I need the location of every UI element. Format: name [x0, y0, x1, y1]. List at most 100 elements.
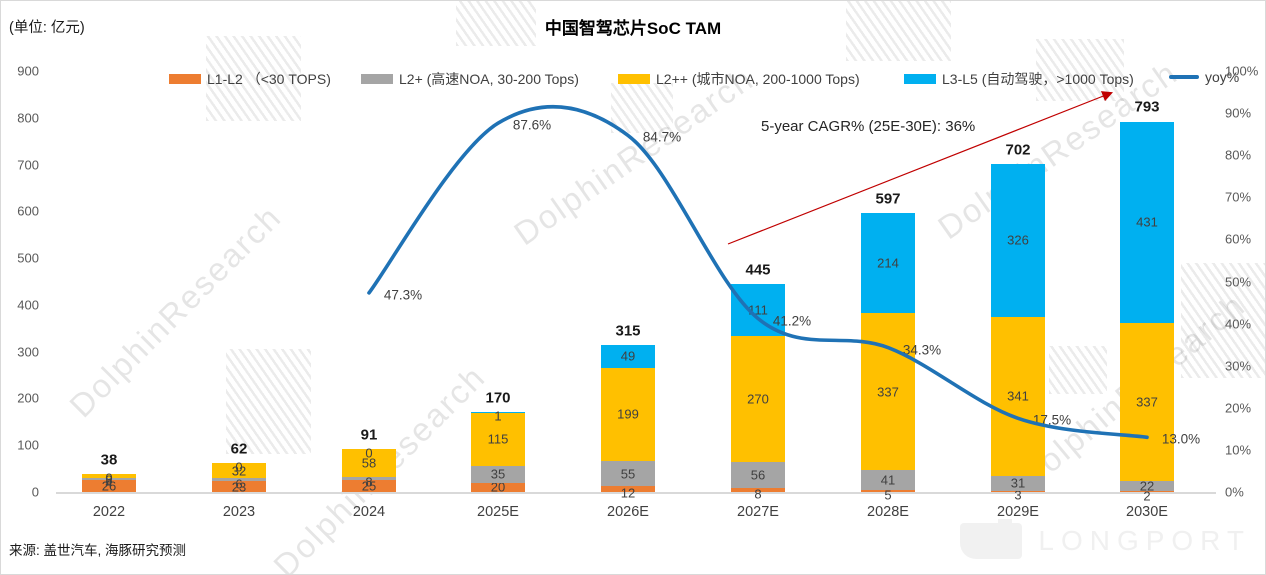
cagr-arrow — [727, 91, 1114, 245]
bar-segment — [212, 481, 266, 492]
bar-total-value: 445 — [745, 261, 771, 279]
y-axis-tick-left: 400 — [17, 297, 39, 313]
bar-segment-value: 341 — [1007, 388, 1029, 404]
x-axis-label: 2028E — [867, 504, 909, 520]
bar-segment — [861, 470, 915, 490]
bar-segment-value: 270 — [747, 391, 769, 407]
bar-segment-value: 26 — [101, 478, 117, 494]
bar-segment — [471, 466, 525, 483]
bar-total-value: 38 — [100, 451, 118, 469]
longport-logo: LONGPORT — [960, 519, 1251, 559]
hatch-watermark — [226, 349, 311, 454]
bar-segment — [82, 479, 136, 492]
bar-total-value: 91 — [360, 426, 378, 444]
hatch-watermark — [1049, 346, 1107, 394]
longport-logo-mark — [960, 519, 1023, 559]
bar-segment-value: 23 — [231, 479, 247, 495]
legend-line-swatch — [1169, 75, 1199, 79]
legend-color-swatch — [361, 74, 393, 84]
bar-segment — [82, 477, 136, 480]
bar-segment-value: 35 — [490, 466, 506, 482]
bar-segment — [731, 488, 785, 492]
y-axis-tick-right: 70% — [1225, 189, 1252, 205]
bar-segment — [1120, 491, 1174, 492]
bar-segment-value: 2 — [1143, 488, 1151, 504]
y-axis-tick-left: 300 — [17, 344, 39, 360]
bar-segment-value: 214 — [877, 255, 899, 271]
y-axis-tick-right: 20% — [1225, 400, 1252, 416]
bar-segment-value: 25 — [361, 478, 377, 494]
legend-item-1: L2+ (高速NOA, 30-200 Tops) — [361, 69, 579, 89]
bar-segment — [731, 462, 785, 489]
legend-color-swatch — [169, 74, 201, 84]
y-axis-tick-right: 90% — [1225, 105, 1252, 121]
legend-item-0: L1-L2 （<30 TOPS) — [169, 69, 331, 89]
bar-segment-value: 8 — [105, 472, 113, 488]
bar-segment-value: 337 — [1136, 394, 1158, 410]
y-axis-tick-left: 0 — [31, 484, 39, 500]
yoy-data-label: 47.3% — [383, 287, 423, 303]
bar-segment-value: 6 — [235, 476, 243, 492]
bar-segment — [1120, 480, 1174, 492]
bar-segment-value: 431 — [1136, 214, 1158, 230]
bar-segment — [212, 463, 266, 479]
bar-segment — [342, 449, 396, 477]
bar-segment-value: 326 — [1007, 232, 1029, 248]
bar-segment — [991, 476, 1045, 491]
y-axis-tick-right: 80% — [1225, 147, 1252, 163]
bar-segment — [471, 482, 525, 492]
yoy-data-label: 84.7% — [642, 129, 682, 145]
x-axis-label: 2029E — [997, 504, 1039, 520]
bar-segment-value: 22 — [1139, 478, 1155, 494]
bar-total-value: 62 — [230, 440, 248, 458]
bar-segment — [82, 474, 136, 478]
y-axis-tick-right: 100% — [1225, 63, 1259, 79]
yoy-data-label: 34.3% — [902, 342, 942, 358]
legend-item-3: L3-L5 (自动驾驶，>1000 Tops) — [904, 69, 1134, 89]
chart-title: 中国智驾芯片SoC TAM — [544, 19, 722, 38]
yoy-data-label: 13.0% — [1161, 431, 1201, 447]
x-axis-label: 2026E — [607, 504, 649, 520]
legend-color-swatch — [904, 74, 936, 84]
cagr-annotation: 5-year CAGR% (25E-30E): 36% — [761, 118, 976, 135]
bar-total-value: 170 — [485, 389, 511, 407]
y-axis-tick-left: 500 — [17, 250, 39, 266]
bar-segment-value: 41 — [880, 472, 896, 488]
legend-color-swatch — [618, 74, 650, 84]
bar-segment — [342, 480, 396, 492]
longport-logo-text: LONGPORT — [1038, 525, 1251, 556]
y-axis-tick-left: 800 — [17, 110, 39, 126]
hatch-watermark — [611, 83, 673, 133]
bar-segment-value: 8 — [754, 486, 762, 502]
legend-label: L1-L2 （<30 TOPS) — [207, 71, 331, 87]
y-axis-tick-left: 700 — [17, 157, 39, 173]
hatch-watermark — [1181, 263, 1265, 378]
bar-segment-value: 31 — [1010, 475, 1026, 491]
y-axis-tick-left: 100 — [17, 437, 39, 453]
y-axis-tick-left: 600 — [17, 203, 39, 219]
unit-label: (单位: 亿元) — [9, 20, 85, 36]
bar-segment-value: 4 — [105, 475, 113, 491]
bar-segment-value: 0 — [235, 459, 243, 475]
bar-segment-value: 115 — [487, 431, 509, 447]
x-axis-label: 2025E — [477, 504, 519, 520]
x-axis-label: 2022 — [92, 504, 126, 520]
bar-segment-value: 5 — [884, 487, 892, 503]
legend-label: yoy% — [1205, 69, 1240, 85]
yoy-data-label: 41.2% — [772, 313, 812, 329]
source-note: 来源: 盖世汽车, 海豚研究预测 — [9, 543, 187, 558]
bar-segment-value: 199 — [617, 406, 639, 422]
bar-segment-value: 56 — [750, 467, 766, 483]
yoy-data-label: 87.6% — [512, 117, 552, 133]
bar-segment — [212, 478, 266, 482]
bar-segment — [991, 490, 1045, 492]
bar-segment-value: 58 — [361, 455, 377, 471]
y-axis-tick-right: 10% — [1225, 442, 1252, 458]
bar-segment — [601, 486, 655, 492]
bar-segment-value: 12 — [620, 485, 636, 501]
bar-segment-value: 337 — [877, 384, 899, 400]
legend-label: L2++ (城市NOA, 200-1000 Tops) — [656, 71, 860, 87]
bar-segment-value: 55 — [620, 466, 636, 482]
bar-total-value: 315 — [615, 322, 641, 340]
